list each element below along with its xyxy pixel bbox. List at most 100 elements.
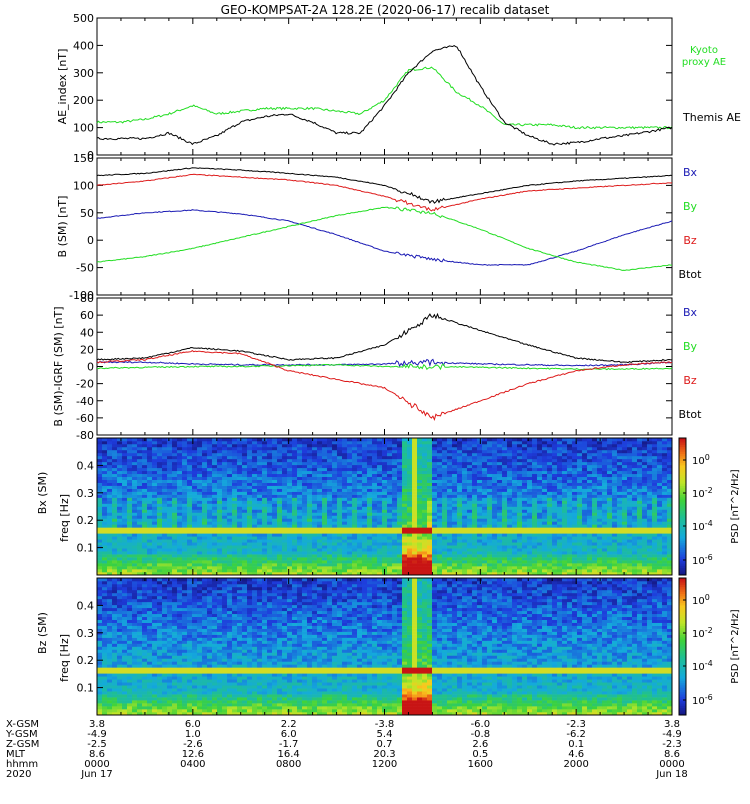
spectrogram-cell bbox=[317, 566, 322, 569]
spectrogram-cell bbox=[322, 468, 327, 471]
spectrogram-cell bbox=[492, 536, 497, 539]
spectrogram-cell bbox=[107, 471, 112, 474]
spectrogram-cell bbox=[367, 518, 372, 521]
spectrogram-cell bbox=[202, 536, 207, 539]
spectrogram-cell bbox=[537, 539, 542, 542]
spectrogram-cell bbox=[142, 495, 147, 498]
spectrogram-cell bbox=[412, 441, 417, 444]
spectrogram-cell bbox=[517, 465, 522, 468]
spectrogram-cell bbox=[412, 569, 417, 572]
spectrogram-cell bbox=[592, 554, 597, 557]
spectrogram-cell bbox=[132, 554, 137, 557]
spectrogram-cell bbox=[497, 489, 502, 492]
spectrogram-cell bbox=[552, 480, 557, 483]
spectrogram-cell bbox=[467, 459, 472, 462]
spectrogram-cell bbox=[152, 509, 157, 512]
spectrogram-cell bbox=[107, 515, 112, 518]
spectrogram-cell bbox=[162, 456, 167, 459]
spectrogram-cell bbox=[192, 563, 197, 566]
spectrogram-cell bbox=[167, 465, 172, 468]
spectrogram-cell bbox=[407, 563, 412, 566]
spectrogram-cell bbox=[432, 504, 437, 507]
spectrogram-cell bbox=[322, 504, 327, 507]
spectrogram-cell bbox=[162, 524, 167, 527]
spectrogram-cell bbox=[597, 471, 602, 474]
spectrogram-cell bbox=[257, 569, 262, 572]
spectrogram-cell bbox=[132, 498, 137, 501]
spectrogram-cell bbox=[112, 515, 117, 518]
spectrogram-cell bbox=[182, 539, 187, 542]
spectrogram-cell bbox=[457, 492, 462, 495]
spectrogram-cell bbox=[162, 560, 167, 563]
spectrogram-cell bbox=[507, 512, 512, 515]
spectrogram-cell bbox=[257, 521, 262, 524]
spectrogram-cell bbox=[117, 563, 122, 566]
spectrogram-cell bbox=[372, 524, 377, 527]
spectrogram-cell bbox=[557, 459, 562, 462]
spectrogram-cell bbox=[567, 477, 572, 480]
spectrogram-cell bbox=[447, 504, 452, 507]
spectrogram-cell bbox=[602, 548, 607, 551]
spectrogram-cell bbox=[412, 504, 417, 507]
spectrogram-cell bbox=[187, 441, 192, 444]
spectrogram-cell bbox=[142, 450, 147, 453]
spectrogram-cell bbox=[472, 515, 477, 518]
spectrogram-cell bbox=[102, 477, 107, 480]
spectrogram-cell bbox=[557, 515, 562, 518]
spectrogram-cell bbox=[297, 521, 302, 524]
spectrogram-cell bbox=[207, 471, 212, 474]
spectrogram-cell bbox=[227, 551, 232, 554]
spectrogram-cell bbox=[357, 444, 362, 447]
spectrogram-cell bbox=[252, 477, 257, 480]
spectrogram-cell bbox=[467, 548, 472, 551]
spectrogram-cell bbox=[537, 557, 542, 560]
spectrogram-cell bbox=[402, 515, 407, 518]
spectrogram-cell bbox=[352, 563, 357, 566]
spectrogram-cell bbox=[122, 501, 127, 504]
spectrogram-cell bbox=[312, 566, 317, 569]
spectrogram-cell bbox=[392, 489, 397, 492]
spectrogram-cell bbox=[592, 507, 597, 510]
spectrogram-cell bbox=[177, 501, 182, 504]
spectrogram-cell bbox=[227, 477, 232, 480]
spectrogram-cell bbox=[127, 566, 132, 569]
spectrogram-cell bbox=[557, 518, 562, 521]
spectrogram-cell bbox=[477, 527, 482, 530]
spectrogram-cell bbox=[552, 515, 557, 518]
spectrogram-cell bbox=[152, 492, 157, 495]
spectrogram-cell bbox=[462, 530, 467, 533]
spectrogram-cell bbox=[232, 483, 237, 486]
spectrogram-cell bbox=[467, 441, 472, 444]
spectrogram-cell bbox=[132, 542, 137, 545]
spectrogram-cell bbox=[527, 518, 532, 521]
spectrogram-cell bbox=[607, 465, 612, 468]
spectrogram-cell bbox=[157, 509, 162, 512]
spectrogram-cell bbox=[202, 560, 207, 563]
spectrogram-cell bbox=[252, 456, 257, 459]
spectrogram-cell bbox=[457, 501, 462, 504]
spectrogram-cell bbox=[467, 483, 472, 486]
spectrogram-cell bbox=[462, 465, 467, 468]
spectrogram-cell bbox=[397, 447, 402, 450]
spectrogram-cell bbox=[377, 524, 382, 527]
spectrogram-cell bbox=[432, 459, 437, 462]
spectrogram-cell bbox=[552, 468, 557, 471]
spectrogram-cell bbox=[342, 471, 347, 474]
spectrogram-cell bbox=[427, 521, 432, 524]
spectrogram-cell bbox=[247, 524, 252, 527]
spectrogram-cell bbox=[352, 512, 357, 515]
spectrogram-cell bbox=[417, 489, 422, 492]
spectrogram-cell bbox=[602, 518, 607, 521]
spectrogram-cell bbox=[302, 492, 307, 495]
spectrogram-cell bbox=[442, 509, 447, 512]
spectrogram-cell bbox=[562, 557, 567, 560]
spectrogram-cell bbox=[187, 474, 192, 477]
spectrogram-cell bbox=[267, 495, 272, 498]
spectrogram-cell bbox=[152, 495, 157, 498]
spectrogram-cell bbox=[597, 444, 602, 447]
spectrogram-cell bbox=[602, 465, 607, 468]
spectrogram-cell bbox=[182, 512, 187, 515]
spectrogram-cell bbox=[177, 542, 182, 545]
spectrogram-cell bbox=[197, 566, 202, 569]
spectrogram-cell bbox=[477, 542, 482, 545]
